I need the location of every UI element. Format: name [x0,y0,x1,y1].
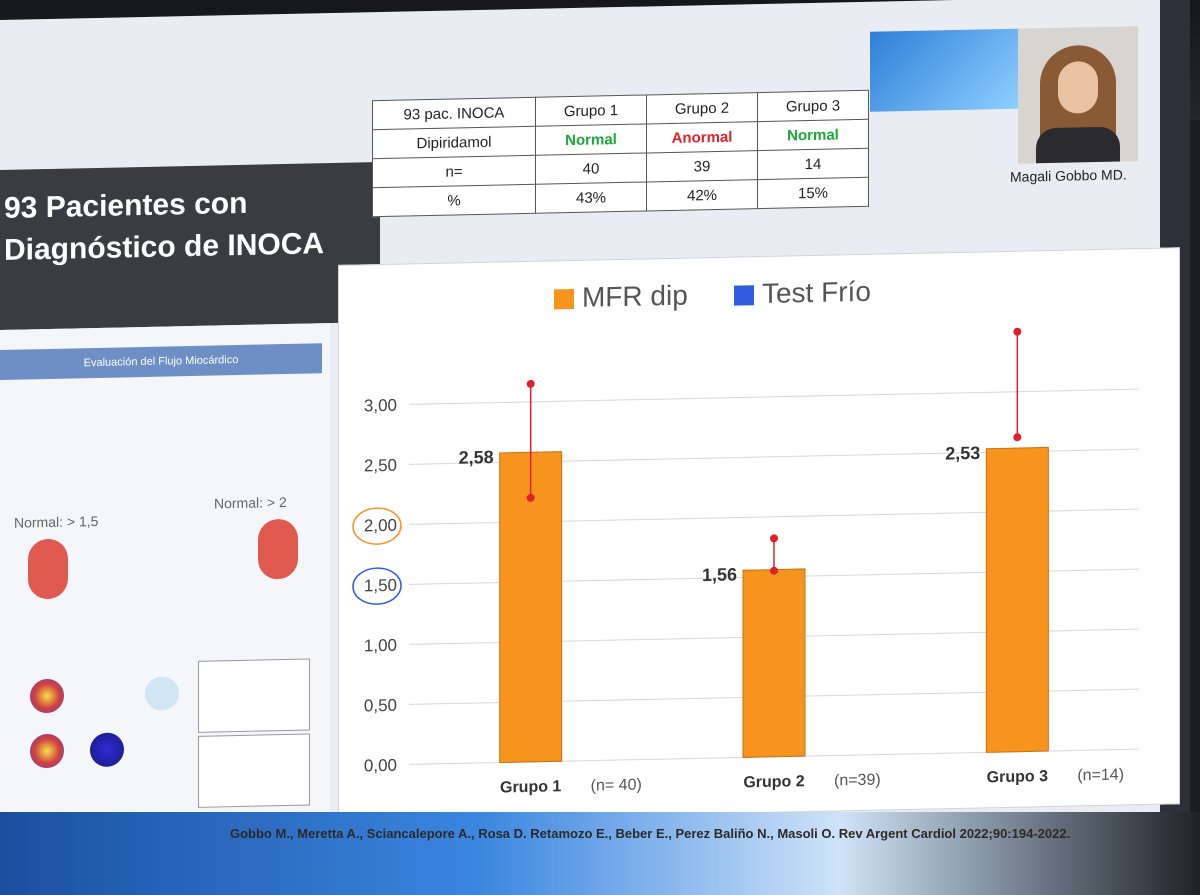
bar [742,568,806,758]
polar-map [30,733,64,769]
title-line-2: Diagnóstico de INOCA [4,227,325,267]
dip-result-cell: Normal [757,119,869,151]
count-cell: 14 [757,148,869,180]
dip-result-cell: Normal [535,123,647,156]
title-line-1: 93 Pacientes con [4,186,248,225]
x-tick-label: Grupo 1 [500,778,561,796]
artery-illustration [258,518,298,580]
x-tick-label: Grupo 2 [743,773,804,791]
legend-swatch [554,288,574,310]
myocardial-flow-figure: Evaluación del Flujo Miocárdico Normal: … [0,323,330,820]
data-label: 2,58 [459,447,494,468]
patient-groups-table: 93 pac. INOCA Grupo 1 Grupo 2 Grupo 3 Di… [372,89,869,218]
speaker-body [1036,126,1120,164]
y-tick-label: 1,00 [364,636,397,656]
title-band: 93 Pacientes con Diagnóstico de INOCA [0,162,380,330]
flow-curve-plot [198,733,310,808]
table-label-cell: Dipiridamol [372,126,536,159]
error-point-upper [770,534,778,543]
table-label-cell: % [372,184,536,217]
polar-map [145,676,179,711]
highlight-circle-blue [352,567,402,605]
table-header-cell: 93 pac. INOCA [372,97,536,130]
citation-text: Gobbo M., Meretta A., Sciancalepore A., … [230,826,1071,841]
y-tick-label: 0,50 [364,696,397,716]
error-point-upper [1013,327,1022,336]
data-label: 2,53 [945,443,980,464]
slide-canvas: 93 Pacientes con Diagnóstico de INOCA Ma… [0,0,1180,860]
slide-footer: Gobbo M., Meretta A., Sciancalepore A., … [0,812,1200,895]
group-count-label: (n=14) [1077,766,1124,784]
normal-threshold-left: Normal: > 1,5 [14,512,99,531]
y-tick-label: 3,00 [364,396,397,416]
gridline [409,388,1139,405]
speaker-photo [1018,26,1138,164]
normal-threshold-right: Normal: > 2 [214,493,287,512]
mfr-bar-chart: MFR dip Test Frío 0,00 0,50 1,00 1,50 2,00 2,50… [338,247,1180,822]
error-point-lower [770,566,778,575]
chart-svg: MFR dip Test Frío 0,00 0,50 1,00 1,50 2,00 2,50… [352,276,1139,797]
speaker-face [1058,61,1098,114]
figure-heading: Evaluación del Flujo Miocárdico [0,343,322,380]
presentation-slide: 93 Pacientes con Diagnóstico de INOCA Ma… [0,0,1190,860]
x-tick-label: Grupo 3 [987,768,1048,786]
slide-title: 93 Pacientes con Diagnóstico de INOCA [4,181,324,272]
percent-cell: 43% [535,181,647,214]
artery-illustration [28,538,68,600]
count-cell: 40 [535,152,647,185]
percent-cell: 42% [646,179,758,211]
legend-label: Test Frío [762,276,871,309]
y-tick-label: 2,00 [364,516,397,536]
flow-curve-plot [198,658,310,733]
table-header-cell: Grupo 3 [757,90,869,122]
group-count-label: (n= 40) [591,777,642,795]
table-label-cell: n= [372,155,536,188]
count-cell: 39 [646,150,758,182]
y-tick-label: 2,50 [364,456,397,476]
table-header-cell: Grupo 1 [535,94,647,127]
legend-swatch [734,285,754,306]
bar [985,446,1049,753]
table-header-cell: Grupo 2 [646,92,758,124]
error-point-lower [526,493,535,502]
polar-map [30,678,64,714]
speaker-name: Magali Gobbo MD. [1010,166,1127,185]
error-point-lower [1013,433,1022,442]
data-label: 1,56 [702,564,737,585]
highlight-circle-orange [352,507,402,545]
legend-label: MFR dip [582,280,688,313]
error-point-upper [526,379,535,388]
network-decoration [870,28,1020,112]
y-tick-label: 0,00 [364,756,397,776]
group-count-label: (n=39) [834,772,881,790]
percent-cell: 15% [757,177,869,209]
dip-result-cell: Anormal [646,121,758,153]
polar-map [90,732,124,768]
y-tick-label: 1,50 [364,576,397,596]
